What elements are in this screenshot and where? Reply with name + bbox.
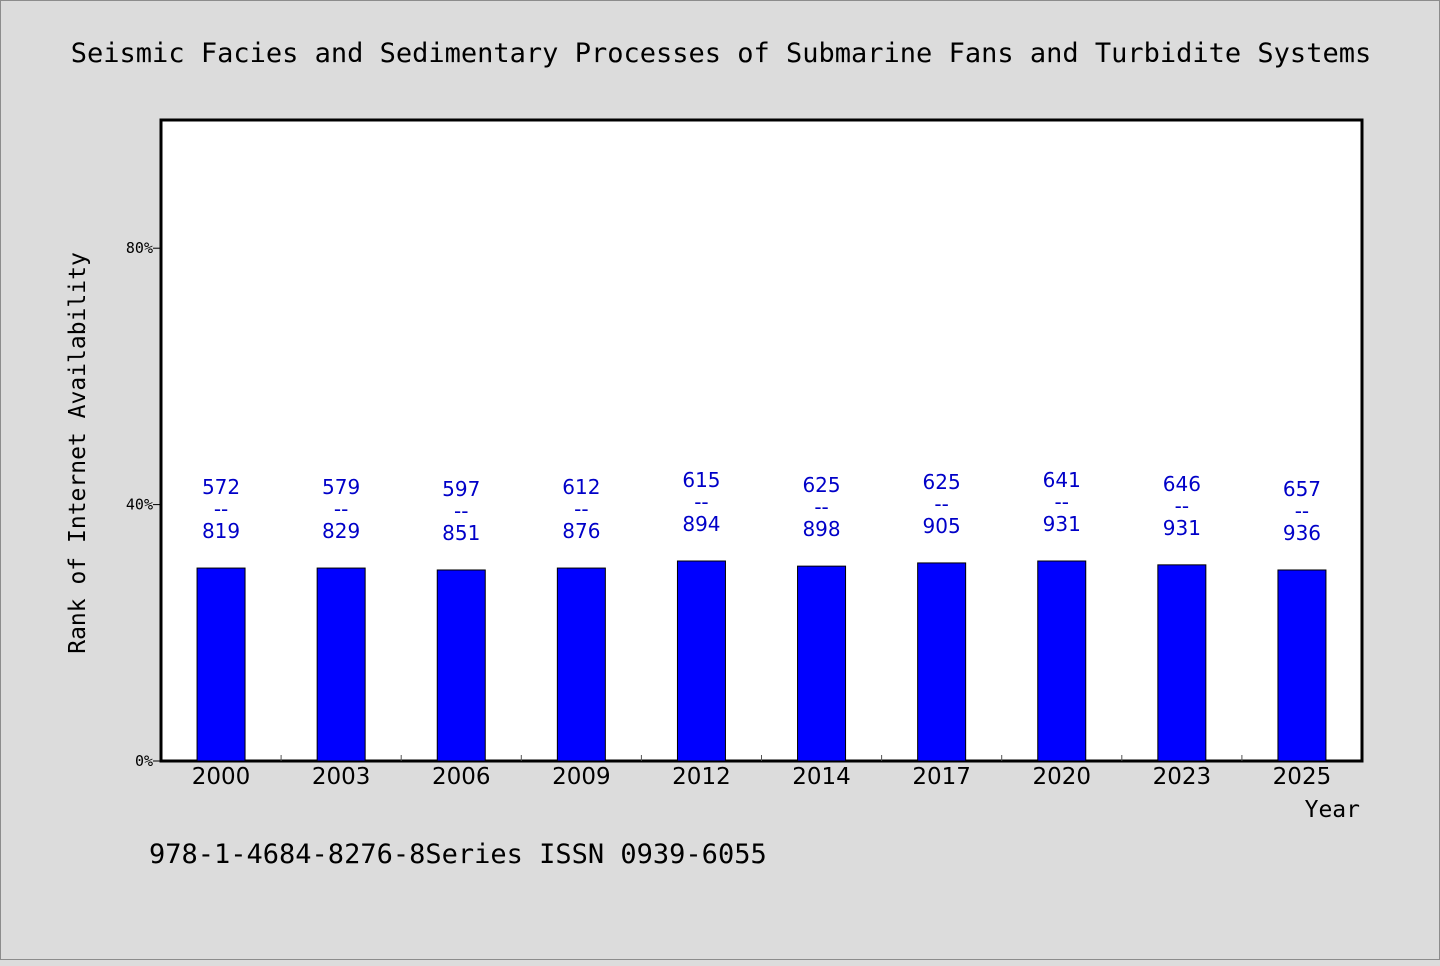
data-label-top: 625 xyxy=(802,473,840,497)
y-tick-label: 40% xyxy=(126,496,153,514)
y-axis-title: Rank of Internet Availability xyxy=(65,252,91,654)
y-tick-label: 80% xyxy=(126,239,153,257)
data-label-top: 572 xyxy=(202,475,240,499)
data-label-bottom: 876 xyxy=(562,519,600,543)
data-label-separator: -- xyxy=(814,495,828,519)
x-tick-label: 2009 xyxy=(552,764,611,790)
data-label-top: 657 xyxy=(1283,477,1321,501)
x-tick-label: 2003 xyxy=(312,764,371,790)
data-label-bottom: 898 xyxy=(802,517,840,541)
data-label-separator: -- xyxy=(454,499,468,523)
x-tick-label: 2023 xyxy=(1153,764,1212,790)
data-label-bottom: 905 xyxy=(923,514,961,538)
data-label-top: 615 xyxy=(682,468,720,492)
data-label-separator: -- xyxy=(1295,499,1309,523)
data-label-top: 597 xyxy=(442,477,480,501)
bar xyxy=(1277,569,1327,762)
chart-title: Seismic Facies and Sedimentary Processes… xyxy=(71,38,1371,69)
x-tick-label: 2000 xyxy=(192,764,251,790)
data-label-bottom: 851 xyxy=(442,521,480,545)
bar xyxy=(1157,564,1207,762)
x-tick-label: 2017 xyxy=(912,764,971,790)
bar xyxy=(797,565,847,762)
x-axis: 2000 2003 2006 2009 2012 2014 2017 2020 2023 2025 xyxy=(192,755,1331,790)
data-label-separator: -- xyxy=(934,492,948,516)
data-labels: 572--819579--829597--851612--876615--894… xyxy=(202,468,1321,545)
data-label-top: 579 xyxy=(322,475,360,499)
data-label-separator: -- xyxy=(214,497,228,521)
data-label-bottom: 936 xyxy=(1283,521,1321,545)
data-label-bottom: 829 xyxy=(322,519,360,543)
data-label-separator: -- xyxy=(574,497,588,521)
x-axis-title: Year xyxy=(1305,797,1360,823)
bar-series xyxy=(196,560,1327,762)
data-label-separator: -- xyxy=(1055,490,1069,514)
data-label-separator: -- xyxy=(694,490,708,514)
bar xyxy=(316,567,366,762)
data-label-separator: -- xyxy=(1175,494,1189,518)
bar xyxy=(676,560,726,762)
data-label-top: 641 xyxy=(1043,468,1081,492)
data-label-top: 646 xyxy=(1163,472,1201,496)
x-tick-label: 2012 xyxy=(672,764,731,790)
data-label-top: 612 xyxy=(562,475,600,499)
data-label-bottom: 931 xyxy=(1163,516,1201,540)
data-label-bottom: 894 xyxy=(682,512,720,536)
x-tick-label: 2006 xyxy=(432,764,491,790)
footer-isbn-issn: 978-1-4684-8276-8Series ISSN 0939-6055 xyxy=(149,839,767,870)
x-tick-label: 2014 xyxy=(792,764,851,790)
bar xyxy=(1037,560,1087,762)
bar xyxy=(196,567,246,762)
y-axis: 0% 40% 80% xyxy=(126,239,161,770)
data-label-bottom: 819 xyxy=(202,519,240,543)
bar xyxy=(556,567,606,762)
y-tick-label: 0% xyxy=(135,752,153,770)
data-label-bottom: 931 xyxy=(1043,512,1081,536)
data-label-top: 625 xyxy=(923,470,961,494)
x-tick-label: 2025 xyxy=(1273,764,1332,790)
bar xyxy=(436,569,486,762)
bar xyxy=(917,562,967,762)
data-label-separator: -- xyxy=(334,497,348,521)
x-tick-label: 2020 xyxy=(1032,764,1091,790)
